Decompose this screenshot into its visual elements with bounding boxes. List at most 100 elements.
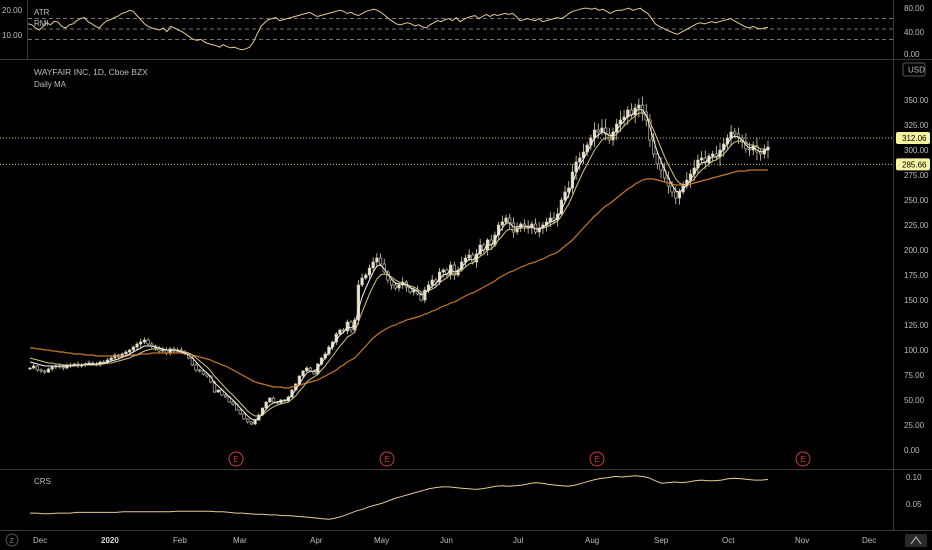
time-tick: Dec: [33, 536, 47, 545]
price-tick: 100.00: [904, 346, 929, 355]
candle-body: [471, 254, 475, 263]
candle-body: [670, 185, 674, 193]
candle-body: [128, 349, 132, 353]
candle-body: [423, 289, 427, 301]
ma-fast-line: [29, 108, 769, 421]
rmi-tick-40: 40.00: [904, 28, 925, 37]
candle-body: [61, 366, 65, 369]
time-tick: Dec: [862, 536, 876, 545]
timezone-button[interactable]: Z: [5, 533, 19, 547]
earnings-marker-label: E: [800, 455, 805, 464]
time-tick: Aug: [585, 536, 599, 545]
candle-body: [201, 370, 206, 375]
svg-text:Z: Z: [10, 538, 15, 545]
price-tick: 300.00: [904, 146, 929, 155]
candle-body: [637, 104, 641, 109]
candle-body: [246, 418, 250, 423]
candle-body: [146, 339, 150, 345]
candle-body: [397, 284, 401, 289]
candle-body: [338, 329, 342, 335]
rmi-tick-0: 0.00: [904, 50, 920, 59]
candle-body: [390, 279, 394, 286]
candle-body: [408, 286, 412, 293]
candle-body: [640, 104, 645, 113]
candle-body: [367, 267, 372, 276]
earnings-marker-label: E: [233, 455, 238, 464]
candle-body: [537, 227, 541, 233]
atr-tick-10: 10.00: [2, 31, 23, 40]
candle-body: [349, 321, 353, 331]
chart-settings-icon[interactable]: [905, 534, 927, 547]
candle-body: [139, 341, 143, 345]
candle-body: [508, 217, 512, 224]
candle-body: [677, 191, 682, 199]
candle-body: [238, 409, 242, 415]
price-tick: 0.00: [904, 446, 920, 455]
candle-body: [375, 257, 379, 263]
candle-body: [264, 401, 268, 409]
candle-body: [711, 153, 715, 157]
time-tick: May: [374, 536, 389, 545]
candle-body: [659, 163, 663, 171]
price-tick: 350.00: [904, 96, 929, 105]
ma-slow-line: [30, 169, 768, 389]
candle-body: [268, 397, 272, 403]
crs-line: [30, 475, 769, 520]
currency-label: USD: [908, 66, 925, 75]
earnings-marker: [379, 451, 395, 467]
candle-body: [618, 119, 622, 125]
candle-body: [626, 109, 630, 118]
candle-body: [39, 369, 43, 372]
price-panel: 350.00 325.00 300.00 275.00 250.00 225.00 200.…: [0, 96, 930, 467]
time-tick: Apr: [310, 536, 323, 545]
candle-body: [733, 131, 737, 135]
rmi-line: [27, 7, 769, 51]
panel-separators: [0, 0, 932, 531]
rmi-tick-80: 80.00: [904, 4, 925, 13]
candle-body: [515, 227, 519, 233]
price-tick: 250.00: [904, 196, 929, 205]
price-level-tag: [896, 158, 930, 171]
earnings-marker-label: E: [594, 455, 599, 464]
candle-body: [467, 254, 471, 259]
time-tick: Sep: [654, 536, 669, 545]
candle-body: [596, 129, 600, 133]
price-level-tag: [896, 131, 930, 144]
price-tick: 225.00: [904, 221, 929, 230]
chart-subtitle: Daily MA: [34, 80, 67, 89]
candle-body: [360, 277, 364, 286]
candle-body: [231, 401, 235, 405]
price-tick: 25.00: [904, 421, 925, 430]
indicator-label-crs: CRS: [34, 477, 51, 486]
candle-body: [378, 257, 383, 265]
candle-body: [32, 365, 36, 369]
candle-body: [607, 133, 611, 141]
candle-body: [563, 191, 567, 201]
candle-body: [223, 394, 228, 398]
candle-body: [500, 221, 504, 226]
candle-body: [249, 421, 254, 425]
time-tick: Jun: [440, 536, 453, 545]
candle-body: [762, 149, 766, 155]
earnings-marker: [228, 451, 244, 467]
candle-body: [198, 369, 202, 372]
indicator-label-atr: ATR: [34, 8, 50, 17]
candle-body: [135, 343, 139, 348]
candle-body: [674, 191, 678, 199]
price-tick: 125.00: [904, 321, 929, 330]
candle-body: [504, 217, 508, 223]
time-axis: Dec 2020 Feb Mar Apr May Jun Jul Aug Sep Oct Nov Dec: [33, 536, 876, 545]
candle-body: [271, 397, 276, 403]
candle-body: [600, 127, 604, 133]
currency-button[interactable]: USD: [902, 62, 926, 77]
candle-body: [131, 346, 135, 351]
candle-body: [478, 244, 482, 255]
earnings-marker: [795, 451, 811, 467]
price-tick: 275.00: [904, 171, 929, 180]
price-tick: 175.00: [904, 271, 929, 280]
candle-body: [43, 370, 47, 373]
atr-tick-20: 20.00: [2, 6, 23, 15]
time-tick: 2020: [101, 536, 119, 545]
candle-body: [46, 368, 51, 373]
